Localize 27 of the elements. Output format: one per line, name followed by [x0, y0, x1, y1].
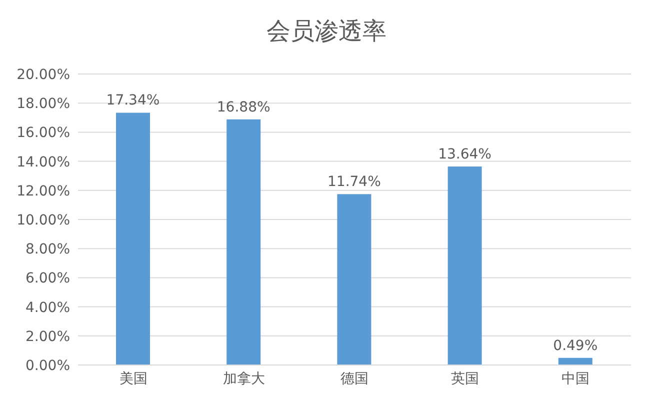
y-tick-label: 16.00%	[16, 125, 70, 142]
data-label: 13.64%	[438, 146, 492, 163]
data-label: 17.34%	[106, 92, 160, 109]
bar	[448, 166, 482, 365]
y-tick-label: 0.00%	[26, 358, 70, 374]
data-label: 0.49%	[553, 338, 598, 354]
y-tick-label: 2.00%	[26, 328, 70, 345]
y-tick-label: 6.00%	[26, 270, 70, 287]
x-tick-label: 美国	[119, 370, 148, 387]
bar	[116, 112, 150, 365]
x-tick-label: 德国	[340, 370, 368, 387]
y-tick-label: 14.00%	[16, 154, 70, 170]
x-tick-label: 加拿大	[222, 370, 265, 387]
y-tick-label: 20.00%	[16, 66, 70, 83]
y-tick-label: 12.00%	[16, 183, 70, 200]
bar	[337, 194, 372, 365]
data-label: 11.74%	[328, 174, 381, 190]
chart-title: 会员渗透率	[266, 16, 388, 47]
y-tick-label: 4.00%	[26, 300, 70, 316]
y-tick-label: 10.00%	[16, 212, 70, 228]
bar	[558, 358, 592, 365]
x-tick-label: 中国	[562, 370, 590, 387]
y-tick-label: 8.00%	[26, 242, 70, 258]
data-label: 16.88%	[216, 99, 270, 116]
y-tick-label: 18.00%	[16, 96, 70, 112]
x-tick-label: 英国	[451, 370, 480, 387]
bar	[226, 119, 261, 365]
